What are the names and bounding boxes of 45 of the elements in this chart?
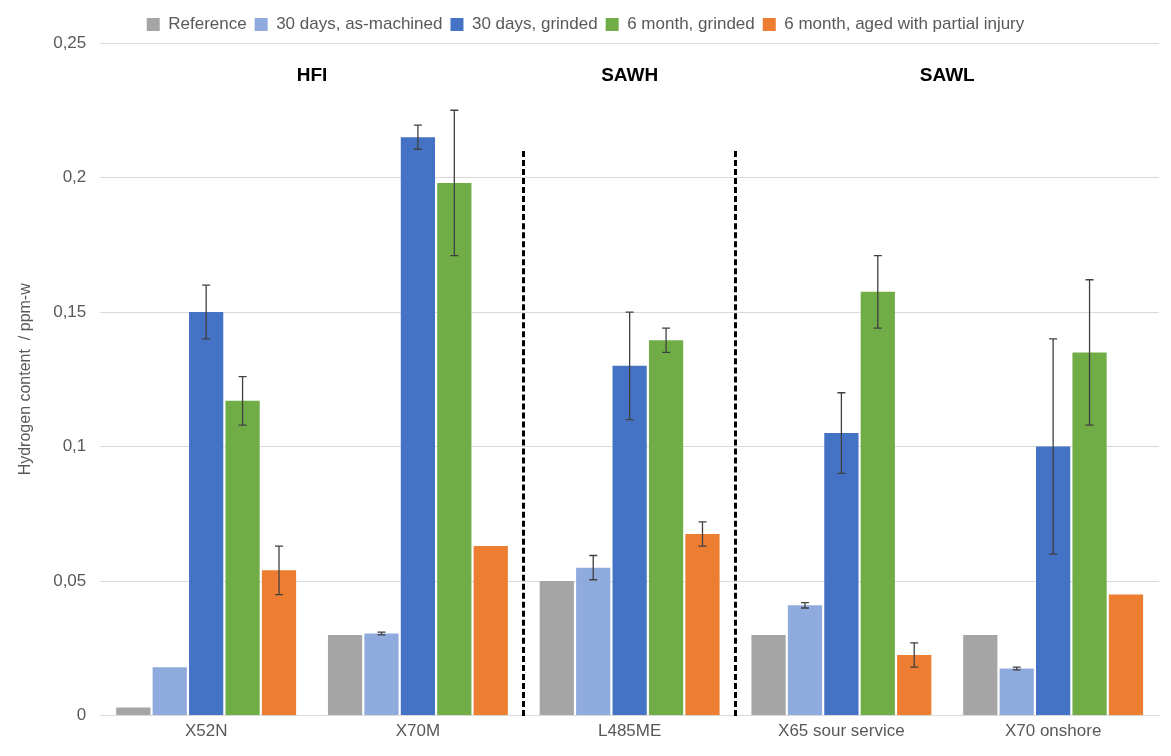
bar (1036, 446, 1071, 716)
y-tick-label: 0,15 (53, 301, 87, 321)
bar (999, 668, 1034, 716)
legend-label: 6 month, aged with partial injury (784, 14, 1025, 34)
bar (612, 365, 647, 716)
bar (824, 433, 859, 716)
legend-label: 30 days, grinded (471, 14, 598, 34)
y-axis-title: Hydrogen content / ppm-w (16, 282, 34, 476)
y-tick-label: 0,25 (53, 32, 87, 52)
bar (1108, 594, 1144, 716)
bar (860, 291, 895, 716)
bar (116, 707, 151, 716)
bar (787, 605, 823, 716)
bar (576, 567, 611, 716)
x-tick-label: X52N (184, 721, 228, 741)
bar (473, 546, 508, 716)
bar (751, 634, 786, 716)
y-tick-label: 0,2 (62, 167, 87, 187)
bar (897, 655, 932, 716)
bar (225, 400, 260, 716)
annotation: SAWH (601, 63, 659, 85)
bar (648, 340, 684, 716)
x-tick-label: X70 onshore (1004, 721, 1102, 741)
y-tick-label: 0 (76, 705, 87, 725)
bar (327, 634, 363, 716)
bar (261, 570, 297, 716)
bar (539, 581, 574, 716)
bar (1072, 352, 1107, 716)
y-tick-label: 0,05 (53, 570, 87, 590)
y-tick-label: 0,1 (62, 436, 87, 456)
annotation: HFI (296, 63, 328, 85)
x-tick-label: L485ME (597, 721, 662, 741)
legend-label: Reference (168, 14, 247, 34)
annotation: SAWL (919, 63, 976, 85)
bar (364, 633, 399, 716)
bar (963, 634, 998, 716)
bar (152, 667, 187, 716)
x-tick-label: X70M (395, 721, 441, 741)
bar (400, 137, 436, 716)
x-tick-label: X65 sour service (778, 721, 905, 741)
legend-label: 6 month, grinded (627, 14, 755, 34)
legend-label: 30 days, as-machined (276, 14, 443, 34)
bar (685, 534, 720, 716)
bar (437, 182, 472, 716)
bar (189, 312, 224, 716)
